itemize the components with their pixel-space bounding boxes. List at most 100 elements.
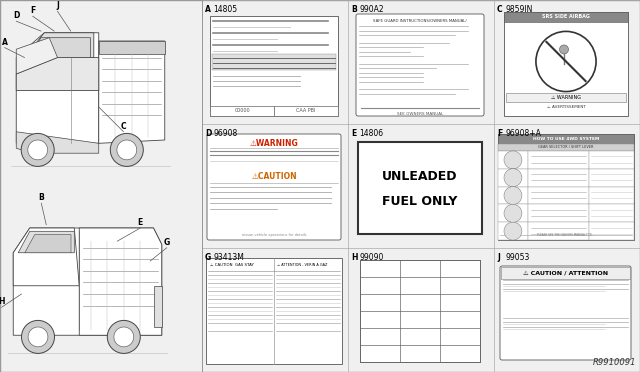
Bar bbox=[504, 12, 628, 22]
Text: 99053: 99053 bbox=[505, 253, 529, 262]
Polygon shape bbox=[16, 33, 99, 143]
Text: J: J bbox=[56, 1, 59, 10]
Bar bbox=[498, 134, 634, 144]
Text: D: D bbox=[205, 129, 211, 138]
Bar bbox=[498, 204, 528, 222]
Bar bbox=[274, 106, 338, 116]
Circle shape bbox=[504, 222, 522, 240]
Polygon shape bbox=[13, 228, 162, 335]
Bar bbox=[589, 169, 634, 187]
Text: G: G bbox=[164, 238, 170, 247]
Circle shape bbox=[504, 151, 522, 169]
Circle shape bbox=[108, 320, 140, 353]
Text: 96908+A: 96908+A bbox=[505, 129, 541, 138]
Text: ⚠ CAUTION / ATTENTION: ⚠ CAUTION / ATTENTION bbox=[523, 270, 608, 276]
Polygon shape bbox=[16, 38, 58, 74]
Text: 00000: 00000 bbox=[234, 109, 250, 113]
Text: B: B bbox=[38, 193, 44, 202]
Text: ⚠ ATTENTION - VERIN A GAZ: ⚠ ATTENTION - VERIN A GAZ bbox=[277, 263, 328, 267]
Text: C: C bbox=[497, 5, 502, 14]
Text: 14806: 14806 bbox=[359, 129, 383, 138]
Circle shape bbox=[114, 327, 134, 347]
Circle shape bbox=[536, 31, 596, 92]
FancyBboxPatch shape bbox=[207, 134, 341, 240]
Text: HOW TO USE 4WD SYSTEM: HOW TO USE 4WD SYSTEM bbox=[533, 137, 599, 141]
Text: 99090: 99090 bbox=[359, 253, 383, 262]
Text: 9859IN: 9859IN bbox=[505, 5, 532, 14]
Circle shape bbox=[559, 45, 568, 54]
Bar bbox=[498, 187, 528, 204]
Bar bbox=[589, 187, 634, 204]
Circle shape bbox=[22, 320, 54, 353]
Polygon shape bbox=[25, 235, 71, 253]
Polygon shape bbox=[99, 41, 164, 54]
Bar bbox=[528, 151, 589, 169]
Text: G: G bbox=[205, 253, 211, 262]
Text: D: D bbox=[13, 11, 19, 20]
Bar bbox=[528, 204, 589, 222]
Polygon shape bbox=[154, 286, 162, 327]
Text: ⚠ CAUTION  GAS STAY: ⚠ CAUTION GAS STAY bbox=[210, 263, 254, 267]
Text: SEE OWNERS MANUAL: SEE OWNERS MANUAL bbox=[397, 112, 443, 116]
Bar bbox=[528, 187, 589, 204]
Text: B: B bbox=[351, 5, 356, 14]
Text: F: F bbox=[30, 6, 35, 15]
Text: CAA PBI: CAA PBI bbox=[296, 109, 316, 113]
Bar bbox=[498, 151, 528, 169]
Polygon shape bbox=[99, 41, 164, 143]
Text: ⚠ AVERTISSEMENT: ⚠ AVERTISSEMENT bbox=[547, 105, 586, 109]
Circle shape bbox=[28, 327, 48, 347]
Polygon shape bbox=[16, 132, 99, 153]
Bar bbox=[589, 204, 634, 222]
Bar bbox=[358, 142, 482, 234]
Polygon shape bbox=[79, 228, 162, 335]
Circle shape bbox=[117, 140, 137, 160]
Bar bbox=[589, 222, 634, 240]
Bar bbox=[528, 222, 589, 240]
Text: UNLEADED: UNLEADED bbox=[382, 170, 458, 183]
Text: C: C bbox=[121, 122, 126, 131]
Text: 990A2: 990A2 bbox=[359, 5, 383, 14]
Bar bbox=[206, 258, 342, 364]
Text: SRS SIDE AIRBAG: SRS SIDE AIRBAG bbox=[542, 15, 590, 19]
Bar bbox=[504, 12, 628, 116]
Bar bbox=[506, 93, 626, 102]
Polygon shape bbox=[18, 231, 74, 253]
Text: 14805: 14805 bbox=[213, 5, 237, 14]
Bar bbox=[212, 54, 336, 70]
Bar bbox=[498, 134, 634, 240]
Bar bbox=[589, 151, 634, 169]
Bar bbox=[498, 144, 634, 151]
Text: H: H bbox=[351, 253, 358, 262]
Text: A: A bbox=[2, 38, 8, 46]
Text: F: F bbox=[497, 129, 502, 138]
Text: SAFE GUARD INSTRUCTIONS/OWNERS MANUAL/: SAFE GUARD INSTRUCTIONS/OWNERS MANUAL/ bbox=[373, 19, 467, 23]
Text: 96908: 96908 bbox=[213, 129, 237, 138]
Bar bbox=[210, 106, 274, 116]
Text: R9910091: R9910091 bbox=[593, 358, 636, 367]
Circle shape bbox=[110, 134, 143, 166]
Text: 93413M: 93413M bbox=[213, 253, 244, 262]
Circle shape bbox=[21, 134, 54, 166]
Polygon shape bbox=[16, 58, 99, 90]
Text: ⚠CAUTION: ⚠CAUTION bbox=[251, 172, 297, 181]
Text: ⚠ WARNING: ⚠ WARNING bbox=[551, 94, 581, 99]
Circle shape bbox=[28, 140, 47, 160]
FancyBboxPatch shape bbox=[356, 14, 484, 116]
Polygon shape bbox=[28, 38, 90, 58]
Bar bbox=[498, 169, 528, 187]
Polygon shape bbox=[24, 33, 94, 58]
Text: A: A bbox=[205, 5, 211, 14]
Bar bbox=[528, 169, 589, 187]
Text: E: E bbox=[138, 218, 143, 227]
Bar bbox=[360, 260, 480, 362]
Text: E: E bbox=[351, 129, 356, 138]
Text: nissan vehicle operations for details: nissan vehicle operations for details bbox=[242, 233, 307, 237]
Text: GEAR SELECTOR / SHIFT LEVER: GEAR SELECTOR / SHIFT LEVER bbox=[538, 145, 594, 149]
Circle shape bbox=[504, 204, 522, 222]
Bar bbox=[498, 222, 528, 240]
FancyBboxPatch shape bbox=[500, 266, 631, 360]
Text: ⚠WARNING: ⚠WARNING bbox=[250, 139, 298, 148]
Circle shape bbox=[504, 169, 522, 187]
Text: H: H bbox=[0, 297, 5, 306]
